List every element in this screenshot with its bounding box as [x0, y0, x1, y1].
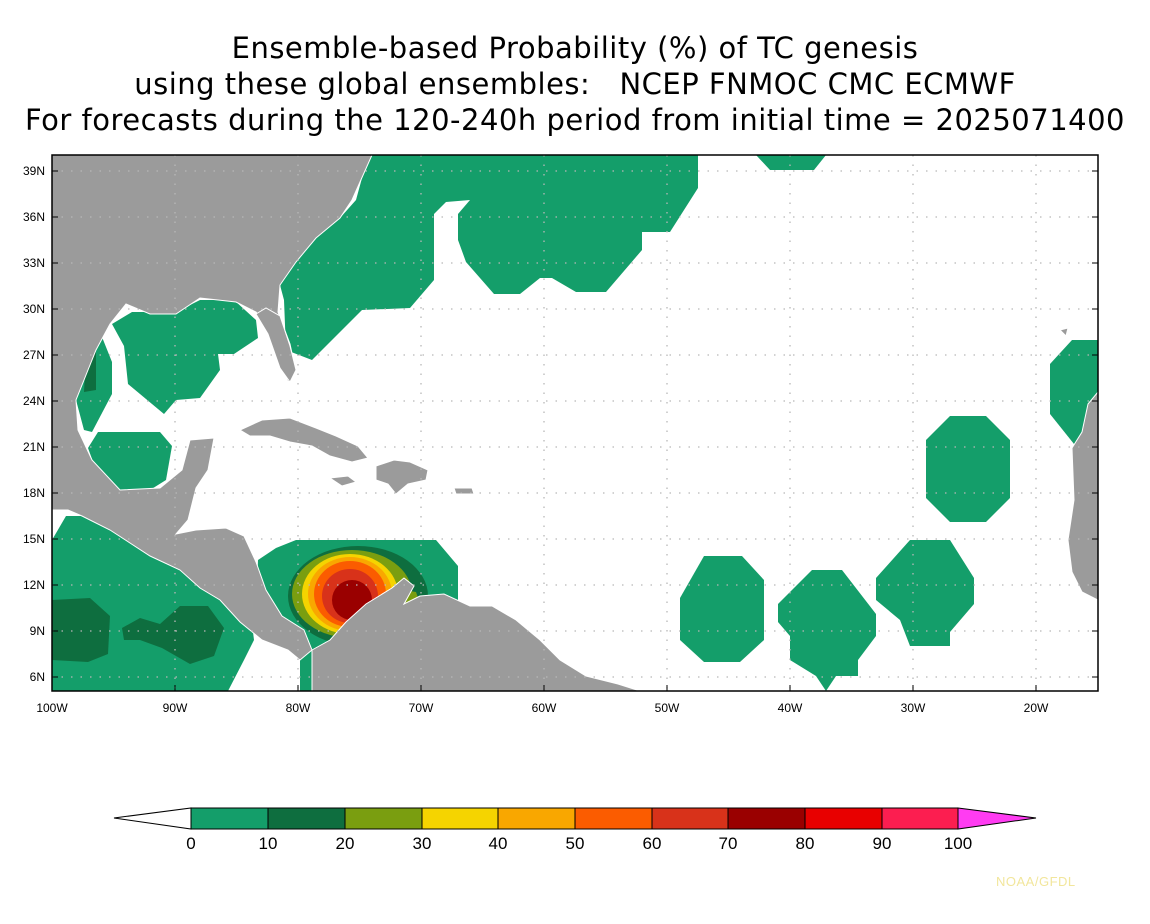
lat-tick-label: 6N	[30, 670, 45, 684]
colorbar-swatch-40-50	[497, 807, 576, 830]
prob-region-atlantic-28w	[876, 540, 974, 646]
colorbar-label: 70	[719, 834, 738, 853]
title-line-1: Ensemble-based Probability (%) of TC gen…	[231, 31, 919, 65]
colorbar-swatch-70-80	[727, 807, 806, 830]
colorbar-label: 80	[796, 834, 815, 853]
land-florida	[255, 307, 297, 383]
lat-tick-label: 36N	[23, 210, 45, 224]
lat-tick-label: 24N	[23, 394, 45, 408]
prob-10-20-east-pacific-b	[122, 606, 224, 664]
colorbar-label: 20	[336, 834, 355, 853]
lon-tick-label: 40W	[778, 701, 803, 715]
colorbar-label: 90	[873, 834, 892, 853]
colorbar: 0 10 20 30 40 50 60 70 80 90 100	[113, 807, 1037, 853]
land-south-america	[311, 577, 641, 691]
colorbar-swatch-0-10	[190, 807, 269, 830]
colorbar-swatch-20-30	[344, 807, 423, 830]
land-cuba	[238, 417, 369, 463]
lon-tick-label: 100W	[36, 701, 68, 715]
prob-region-north-atlantic-top	[756, 155, 826, 170]
colorbar-swatch-90-100	[881, 807, 959, 830]
colorbar-swatch-50-60	[574, 807, 653, 830]
land-africa	[1067, 391, 1098, 601]
map-plot-area	[52, 155, 1098, 691]
colorbar-swatch-30-40	[421, 807, 499, 830]
lat-tick-label: 18N	[23, 486, 45, 500]
lon-tick-label: 80W	[286, 701, 311, 715]
credit-label: NOAA/GFDL	[996, 874, 1076, 889]
lat-tick-label: 30N	[23, 302, 45, 316]
colorbar-below-arrow	[113, 807, 192, 830]
colorbar-swatch-10-20	[267, 807, 346, 830]
lon-tick-label: 20W	[1024, 701, 1049, 715]
colorbar-label: 40	[489, 834, 508, 853]
prob-10-20-east-pacific	[52, 598, 110, 662]
lon-tick-label: 90W	[163, 701, 188, 715]
land-jamaica	[328, 475, 358, 487]
lat-tick-label: 15N	[23, 532, 45, 546]
lat-tick-label: 39N	[23, 164, 45, 178]
colorbar-swatch-80-90	[804, 807, 883, 830]
colorbar-label: 100	[944, 834, 972, 853]
map-title: Ensemble-based Probability (%) of TC gen…	[0, 30, 1150, 138]
lat-tick-label: 9N	[30, 624, 45, 638]
lon-tick-label: 30W	[901, 701, 926, 715]
map-gridlines	[52, 155, 1098, 691]
title-line-3: For forecasts during the 120-240h period…	[24, 103, 1126, 137]
colorbar-swatch-60-70	[651, 807, 729, 830]
land-masses	[52, 155, 1098, 691]
prob-region-gulf-north	[112, 300, 258, 414]
lat-axis: 39N 36N 33N 30N 27N 24N 21N 18N 15N 12N …	[23, 164, 1098, 684]
land-canary-islands	[1059, 327, 1069, 337]
colorbar-label: 50	[566, 834, 585, 853]
map-frame	[51, 154, 1099, 692]
prob-region-atlantic-25w	[926, 416, 1010, 522]
colorbar-label: 10	[259, 834, 278, 853]
lon-axis: 100W 90W 80W 70W 60W 50W 40W 30W 20W	[36, 685, 1049, 715]
prob-region-atlantic-37w	[778, 570, 876, 691]
land-hispaniola	[375, 459, 429, 495]
lat-tick-label: 12N	[23, 578, 45, 592]
land-north-america	[52, 155, 373, 661]
title-line-2: using these global ensembles: NCEP FNMOC…	[134, 67, 1016, 101]
prob-region-atlantic-45w	[680, 556, 764, 662]
land-puerto-rico	[453, 487, 475, 495]
lat-tick-label: 33N	[23, 256, 45, 270]
colorbar-label: 60	[643, 834, 662, 853]
lat-tick-label: 27N	[23, 348, 45, 362]
lat-tick-label: 21N	[23, 440, 45, 454]
colorbar-label: 30	[413, 834, 432, 853]
lon-tick-label: 60W	[532, 701, 557, 715]
lon-tick-label: 70W	[409, 701, 434, 715]
colorbar-label: 0	[186, 834, 195, 853]
lon-tick-label: 50W	[655, 701, 680, 715]
colorbar-above-arrow	[957, 807, 1037, 830]
